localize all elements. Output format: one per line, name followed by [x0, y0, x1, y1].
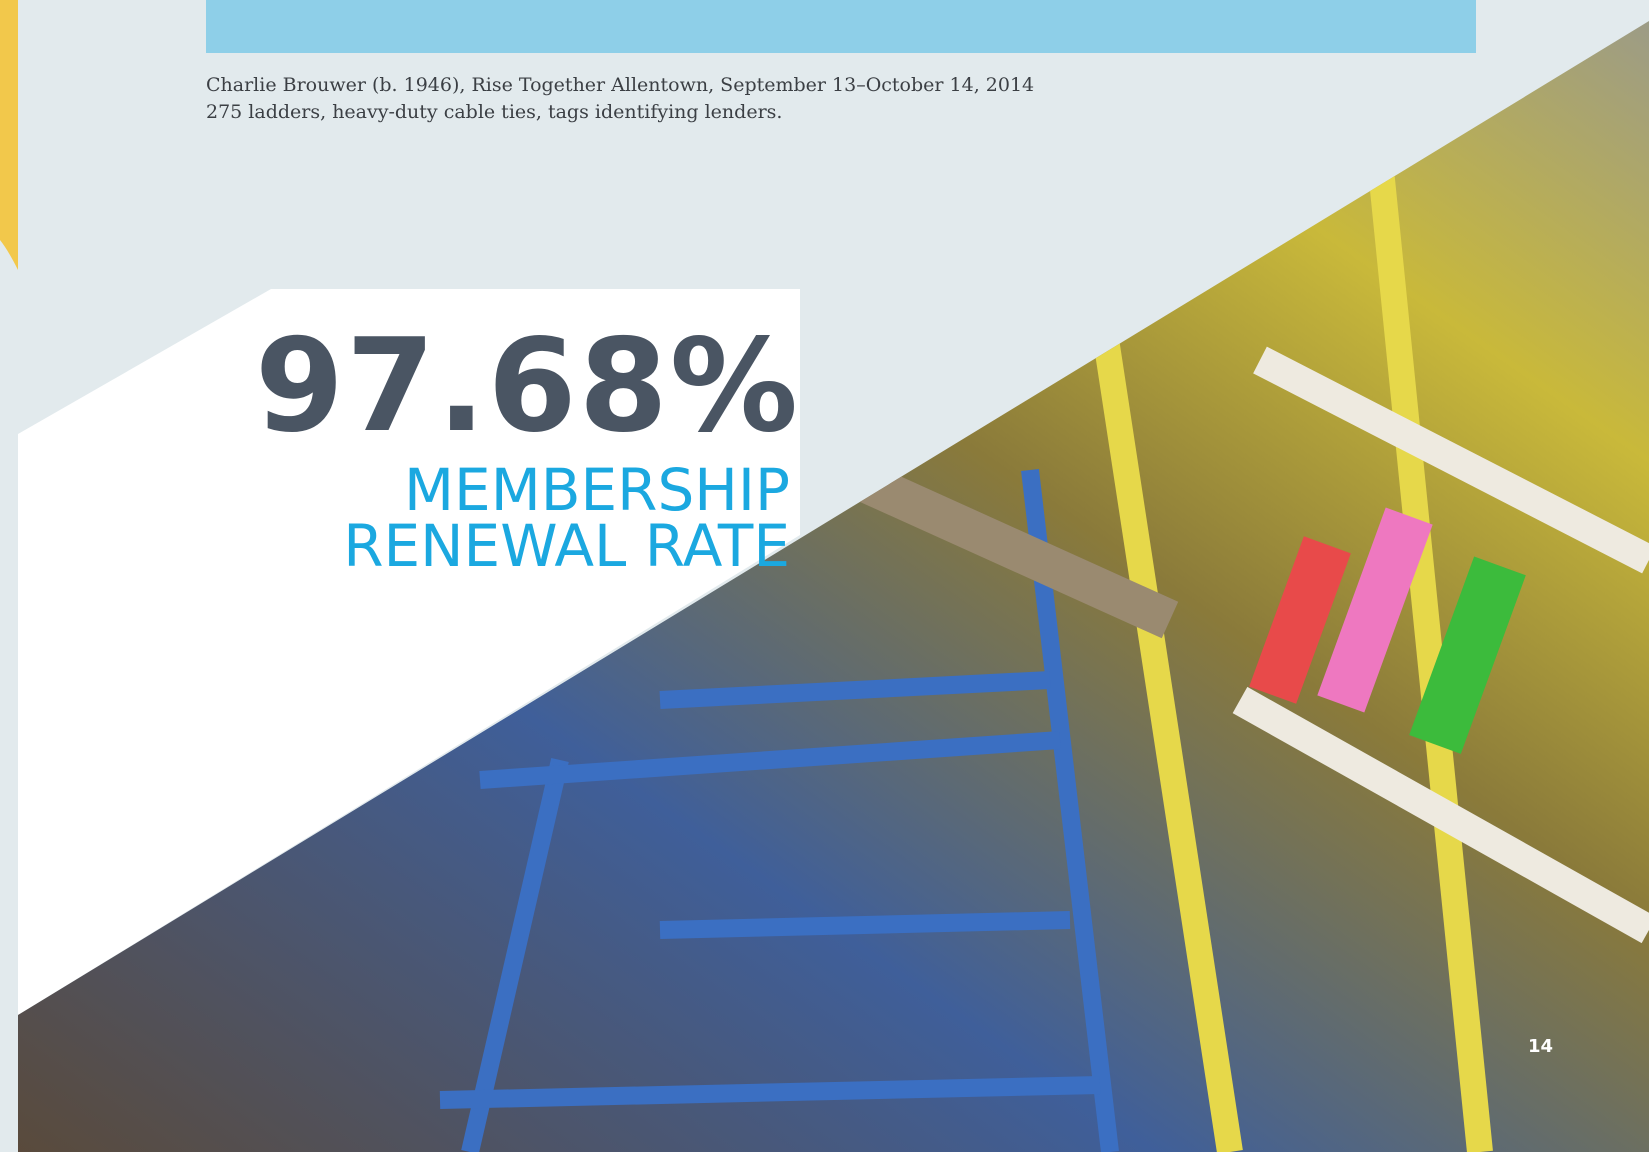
caption-line: Charlie Brouwer (b. 1946), Rise Together… — [206, 74, 1035, 96]
yellow-blob — [0, 0, 18, 270]
caption-line: 275 ladders, heavy-duty cable ties, tags… — [206, 101, 783, 123]
stat: 97.68% MEMBERSHIP RENEWAL RATE — [254, 312, 800, 580]
stat-label: RENEWAL RATE — [343, 512, 790, 580]
banner — [206, 0, 1476, 53]
stat-label: MEMBERSHIP — [404, 456, 790, 524]
stat-panel — [18, 289, 800, 1015]
page-number: 14 — [1528, 1036, 1554, 1057]
caption: Charlie Brouwer (b. 1946), Rise Together… — [206, 72, 1034, 126]
stat-value: 97.68% — [254, 312, 800, 461]
